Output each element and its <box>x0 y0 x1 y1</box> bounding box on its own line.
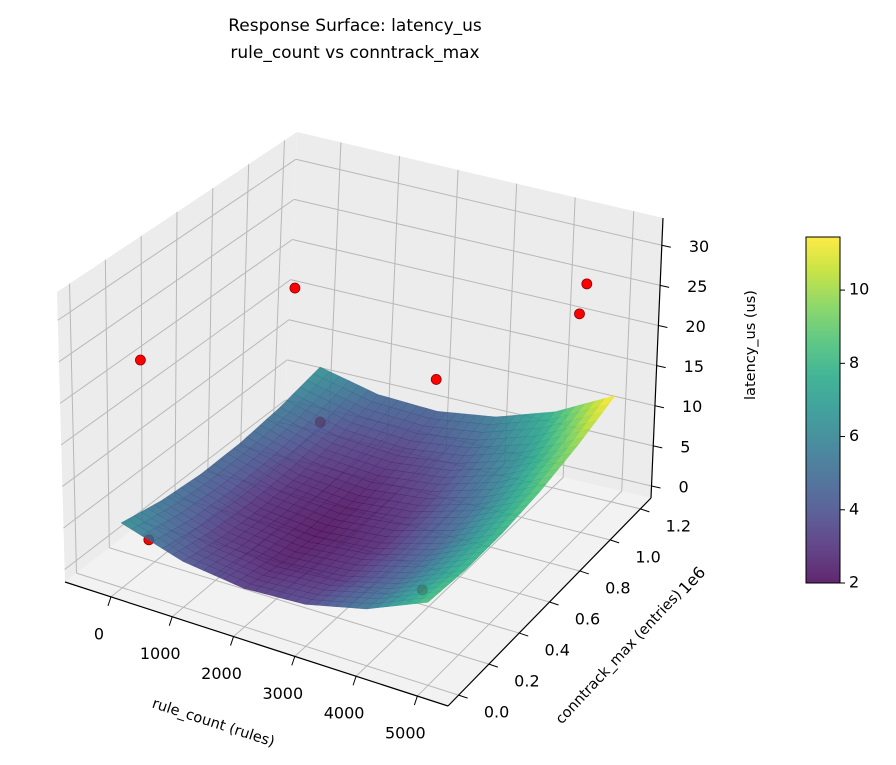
backwall-grid-x <box>386 156 400 437</box>
z-tick <box>660 284 670 288</box>
z-tick <box>661 244 671 248</box>
backwall-grid-x <box>445 169 459 450</box>
backwall-grid-z <box>295 158 662 246</box>
x-tick <box>107 596 112 607</box>
data-point <box>574 308 585 320</box>
data-point <box>430 374 442 385</box>
z-tick-label: 10 <box>682 397 702 416</box>
z-tick <box>651 485 661 489</box>
x-tick-label: 1000 <box>140 644 181 663</box>
backwall-grid-x <box>621 211 635 492</box>
y-tick <box>609 539 620 544</box>
z-tick <box>658 325 668 328</box>
backwall-grid-z <box>290 279 657 367</box>
leftwall-grid-z <box>60 279 291 446</box>
x-tick <box>230 636 234 646</box>
z-axis-label: latency_us (us) <box>743 290 759 400</box>
leftwall-grid-y <box>69 283 77 574</box>
y-tick <box>549 601 559 606</box>
x-tick-label: 5000 <box>385 724 426 743</box>
colorbar: 2 4 6 8 10 <box>805 236 869 592</box>
data-point <box>135 354 146 366</box>
chart-title: Response Surface: latency_us <box>228 16 482 36</box>
y-axis-offset-label: 1e6 <box>675 563 709 598</box>
x-tick <box>352 676 357 686</box>
floor-grid-y <box>76 572 459 696</box>
leftwall-grid-y <box>207 188 214 472</box>
y-tick <box>640 508 650 513</box>
y-axis-label: conntrack_max (entries) <box>553 587 686 727</box>
z-tick-label: 20 <box>685 317 705 336</box>
y-tick <box>579 570 589 575</box>
data-point <box>581 278 593 290</box>
y-tick <box>519 632 529 637</box>
colorbar-tick-label: 10 <box>849 280 869 299</box>
surface <box>120 366 616 610</box>
floor-grid-y <box>109 547 490 665</box>
axis-lines <box>64 217 671 707</box>
z-tick-label: 30 <box>689 237 709 256</box>
y-tick-label: 0.8 <box>605 578 630 597</box>
tick-labels: 0 1000 2000 3000 4000 5000 0.0 0.2 0.4 0.6 0.8 1.0 1… <box>94 237 709 743</box>
leftwall-grid-z <box>63 359 288 529</box>
x-tick <box>168 616 173 626</box>
colorbar-tick-label: 4 <box>849 499 859 518</box>
colorbar-tick-label: 6 <box>849 426 859 445</box>
colorbar-gradient <box>805 236 841 584</box>
y-tick-label: 0.6 <box>575 610 600 629</box>
chart-subtitle: rule_count vs conntrack_max <box>230 43 479 63</box>
colorbar-tick-label: 2 <box>849 573 859 592</box>
z-tick <box>656 365 666 369</box>
leftwall-grid-y <box>140 235 143 523</box>
x-axis-line <box>64 581 449 707</box>
leftwall-grid-z <box>59 239 293 404</box>
surface-patch <box>417 596 435 604</box>
colorbar-tick-label: 8 <box>849 353 859 372</box>
x-tick-label: 0 <box>94 624 104 643</box>
z-tick-label: 5 <box>680 437 690 456</box>
y-tick-label: 0.2 <box>514 672 539 691</box>
x-tick-label: 2000 <box>201 664 242 683</box>
data-point <box>289 282 301 294</box>
y-tick <box>458 694 468 699</box>
x-tick <box>291 656 296 666</box>
points-above-surface <box>135 278 593 385</box>
left-wall-pane <box>57 132 297 582</box>
z-tick-label: 15 <box>684 357 704 376</box>
z-tick-label: 0 <box>679 477 689 496</box>
leftwall-grid-z <box>62 319 290 487</box>
leftwall-grid-y <box>240 164 250 447</box>
y-tick-label: 0.0 <box>484 703 509 722</box>
y-tick-label: 1.0 <box>635 547 660 566</box>
leftwall-grid-y <box>104 259 110 548</box>
x-tick <box>413 695 418 706</box>
y-tick-label: 1.2 <box>666 516 691 535</box>
x-tick-label: 3000 <box>262 684 303 703</box>
leftwall-grid-y <box>273 140 285 421</box>
y-tick <box>488 663 499 668</box>
leftwall-grid-y <box>174 211 178 498</box>
z-tick <box>653 445 663 449</box>
z-tick-label: 25 <box>687 277 707 296</box>
y-tick-label: 0.4 <box>544 641 569 660</box>
leftwall-grid-z <box>58 198 295 363</box>
backwall-grid-z <box>292 239 659 326</box>
leftwall-grid-z <box>57 158 297 321</box>
leftwall-grid-z <box>64 399 286 570</box>
backwall-grid-z <box>287 359 654 447</box>
z-axis-line <box>650 217 664 499</box>
z-tick <box>654 405 665 409</box>
backwall-grid-z <box>288 319 656 407</box>
x-axis-label: rule_count (rules) <box>150 696 277 751</box>
backwall-grid-z <box>293 198 661 286</box>
x-tick-label: 4000 <box>324 704 365 723</box>
